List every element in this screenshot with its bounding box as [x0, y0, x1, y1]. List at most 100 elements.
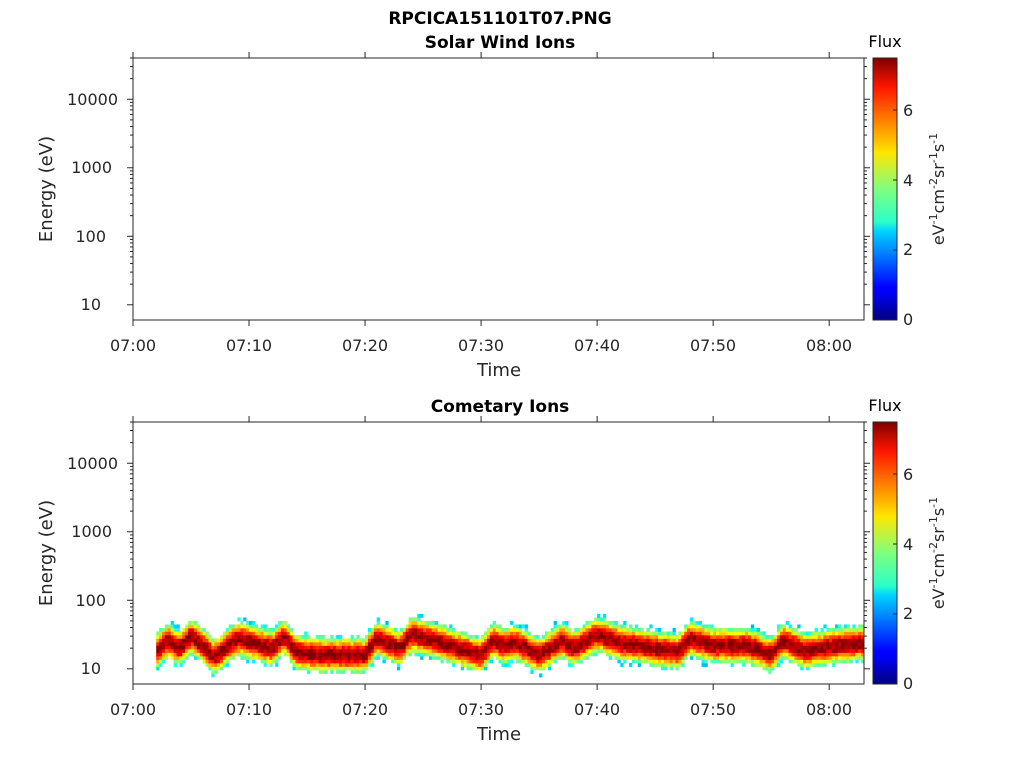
spectrogram-cell — [280, 641, 285, 646]
spectrogram-cell — [275, 648, 279, 653]
spectrogram-cell — [318, 641, 322, 646]
spectrogram-cell — [475, 662, 479, 667]
spectrogram-cell — [370, 634, 375, 639]
spectrogram-cell — [573, 641, 578, 646]
spectrogram-cell — [359, 655, 363, 660]
spectrogram-cell — [745, 652, 749, 657]
spectrogram-cell — [832, 648, 836, 653]
spectrogram-cell — [373, 655, 378, 660]
spectrogram-cell — [434, 627, 438, 632]
spectrogram-cell — [246, 659, 250, 664]
spectrogram-cell — [295, 655, 299, 660]
spectrogram-cell — [431, 620, 436, 625]
spectrogram-cell — [176, 652, 180, 657]
spectrogram-cell — [547, 655, 552, 660]
spectrogram-cell — [370, 655, 375, 660]
spectrogram-cell — [634, 648, 639, 653]
spectrogram-cell — [301, 666, 305, 671]
spectrogram-cell — [669, 645, 673, 650]
spectrogram-cell — [396, 648, 401, 653]
spectrogram-cell — [179, 648, 183, 653]
spectrogram-cell — [753, 631, 758, 636]
spectrogram-cell — [617, 638, 621, 643]
spectrogram-cell — [704, 638, 708, 643]
spectrogram-cell — [565, 652, 569, 657]
spectrogram-cell — [550, 627, 555, 632]
spectrogram-cell — [672, 645, 676, 650]
spectrogram-cell — [307, 641, 311, 646]
spectrogram-cell — [446, 627, 450, 632]
spectrogram-cell — [565, 620, 569, 625]
spectrogram-cell — [498, 624, 502, 629]
spectrogram-cell — [776, 641, 781, 646]
spectrogram-cell — [220, 641, 224, 646]
spectrogram-cell — [330, 638, 334, 643]
spectrogram-cell — [803, 662, 807, 667]
spectrogram-cell — [246, 648, 250, 653]
spectrogram-cell — [608, 652, 613, 657]
spectrogram-cell — [533, 666, 537, 671]
spectrogram-cell — [776, 631, 781, 636]
spectrogram-cell — [649, 645, 653, 650]
spectrogram-cell — [658, 652, 662, 657]
spectrogram-cell — [643, 641, 647, 646]
spectrogram-cell — [692, 648, 697, 653]
spectrogram-cell — [750, 648, 755, 653]
spectrogram-cell — [846, 641, 850, 646]
spectrogram-cell — [533, 634, 537, 639]
spectrogram-cell — [588, 641, 592, 646]
spectrogram-cell — [832, 652, 836, 657]
spectrogram-cell — [504, 638, 508, 643]
spectrogram-cell — [614, 648, 618, 653]
spectrogram-cell — [510, 652, 514, 657]
spectrogram-cell — [449, 627, 453, 632]
spectrogram-cell — [295, 648, 299, 653]
spectrogram-cell — [315, 652, 320, 657]
spectrogram-cell — [724, 638, 729, 643]
spectrogram-cell — [501, 662, 505, 667]
spectrogram-cell — [791, 634, 795, 639]
spectrogram-cell — [359, 662, 363, 667]
spectrogram-cell — [414, 627, 418, 632]
spectrogram-cell — [449, 631, 453, 636]
spectrogram-cell — [275, 652, 279, 657]
spectrogram-cell — [185, 631, 189, 636]
spectrogram-cell — [565, 624, 569, 629]
spectrogram-cell — [263, 641, 267, 646]
spectrogram-cell — [315, 659, 320, 664]
spectrogram-cell — [684, 655, 688, 660]
spectrogram-cell — [568, 627, 572, 632]
spectrogram-cell — [797, 638, 801, 643]
spectrogram-cell — [808, 641, 813, 646]
spectrogram-cell — [629, 624, 633, 629]
spectrogram-cell — [698, 620, 702, 625]
spectrogram-cell — [164, 624, 169, 629]
spectrogram-cell — [443, 652, 447, 657]
spectrogram-cell — [692, 652, 697, 657]
spectrogram-cell — [800, 641, 804, 646]
spectrogram-cell — [286, 641, 291, 646]
spectrogram-cell — [591, 631, 595, 636]
spectrogram-cell — [750, 655, 755, 660]
spectrogram-cell — [391, 631, 395, 636]
spectrogram-cell — [220, 655, 224, 660]
spectrogram-cell — [585, 641, 589, 646]
spectrogram-cell — [249, 648, 253, 653]
spectrogram-cell — [739, 641, 743, 646]
spectrogram-cell — [417, 634, 421, 639]
spectrogram-cell — [298, 652, 302, 657]
spectrogram-cell — [446, 634, 450, 639]
spectrogram-cell — [176, 645, 180, 650]
spectrogram-cell — [266, 655, 270, 660]
spectrogram-cell — [260, 627, 264, 632]
spectrogram-cell — [678, 641, 682, 646]
spectrogram-cell — [359, 666, 363, 671]
spectrogram-cell — [573, 634, 578, 639]
spectrogram-cell — [805, 641, 810, 646]
spectrogram-cell — [440, 638, 444, 643]
spectrogram-cell — [652, 659, 656, 664]
spectrogram-cell — [367, 645, 372, 650]
spectrogram-cell — [539, 638, 543, 643]
spectrogram-cell — [179, 634, 183, 639]
spectrogram-cell — [199, 641, 204, 646]
